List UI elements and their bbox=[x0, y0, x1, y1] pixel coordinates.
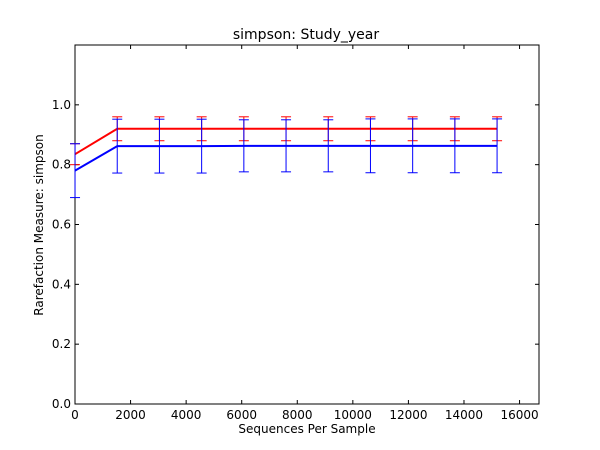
y-tick-label: 0.6 bbox=[52, 218, 71, 232]
x-axis-ticks: 0 2000 4000 6000 8000 10000 12000 14000 16000 bbox=[71, 45, 539, 422]
y-tick-label: 1.0 bbox=[52, 98, 71, 112]
x-tick-label: 6000 bbox=[226, 408, 257, 422]
x-tick-label: 8000 bbox=[282, 408, 313, 422]
x-axis-label: Sequences Per Sample bbox=[238, 422, 375, 436]
plot-frame bbox=[74, 44, 540, 405]
x-tick-label: 10000 bbox=[334, 408, 372, 422]
y-tick-label: 0.4 bbox=[52, 277, 71, 291]
chart-title: simpson: Study_year bbox=[233, 27, 380, 43]
y-axis-label: Rarefaction Measure: simpson bbox=[32, 134, 46, 315]
series-layer bbox=[70, 116, 503, 199]
x-tick-label: 2000 bbox=[115, 408, 146, 422]
x-tick-label: 16000 bbox=[500, 408, 538, 422]
x-tick-label: 14000 bbox=[445, 408, 483, 422]
y-tick-label: 0.0 bbox=[52, 397, 71, 411]
x-tick-label: 0 bbox=[71, 408, 79, 422]
series-2 bbox=[70, 118, 503, 199]
y-tick-label: 0.8 bbox=[52, 158, 71, 172]
x-tick-label: 4000 bbox=[171, 408, 202, 422]
y-axis-ticks: 0.0 0.2 0.4 0.6 0.8 1.0 bbox=[52, 98, 539, 411]
x-tick-label: 12000 bbox=[389, 408, 427, 422]
y-tick-label: 0.2 bbox=[52, 337, 71, 351]
